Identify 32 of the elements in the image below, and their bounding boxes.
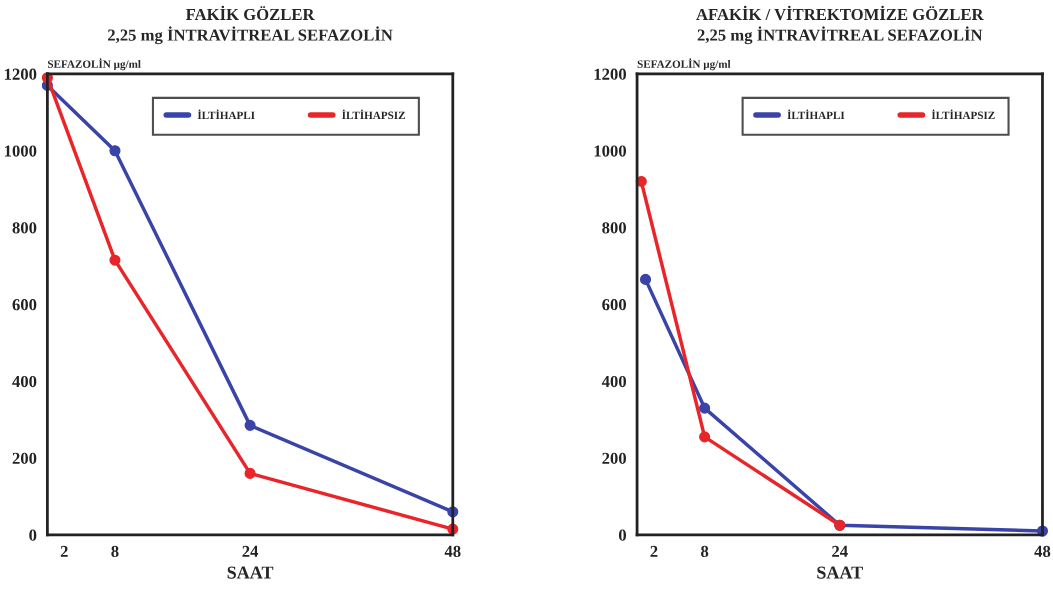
y-tick-label: 0: [618, 529, 627, 541]
x-tick-label: 8: [701, 545, 709, 557]
x-tick-label: 2: [60, 545, 68, 557]
y-tick-label: 800: [12, 222, 37, 234]
x-axis-title: SAAT: [817, 566, 863, 579]
y-tick-label: 1000: [4, 145, 37, 157]
y-tick-label: 1000: [594, 145, 627, 157]
x-tick-label: 8: [111, 545, 119, 557]
y-tick-label: 0: [29, 529, 37, 541]
y-tick-label: 1200: [594, 68, 627, 80]
legend-label: İLTİHAPSIZ: [342, 109, 405, 120]
y-axis-title: SEFAZOLİN µg/ml: [47, 58, 141, 71]
x-tick-label: 24: [832, 545, 848, 557]
x-tick-label: 48: [1034, 545, 1051, 557]
x-tick-label: 2: [650, 545, 658, 557]
legend-label: İLTİHAPLI: [787, 109, 845, 119]
y-axis-title: SEFAZOLİN µg/ml: [637, 58, 731, 71]
chart-title: FAKİK GÖZLER 2,25 mg İNTRAVİTREAL SEFAZOLİN: [108, 5, 393, 45]
x-axis-title: SAAT: [227, 566, 274, 579]
y-tick-label: 200: [602, 452, 627, 464]
y-tick-label: 400: [12, 375, 37, 388]
legend-label: İLTİHAPSIZ: [931, 109, 995, 120]
y-tick-label: 600: [12, 299, 37, 311]
y-tick-label: 800: [602, 222, 627, 234]
y-tick-label: 200: [12, 452, 37, 464]
legend-label: İLTİHAPLI: [197, 109, 255, 119]
x-tick-label: 48: [444, 545, 461, 557]
y-tick-label: 400: [601, 375, 627, 388]
y-tick-label: 1200: [4, 68, 37, 80]
y-tick-label: 600: [602, 299, 627, 311]
chart-title: AFAKİK / VİTREKTOMİZE GÖZLER 2,25 mg İNTRAVİTREAL SEFAZOLİN: [696, 5, 984, 45]
x-tick-label: 24: [242, 545, 259, 557]
